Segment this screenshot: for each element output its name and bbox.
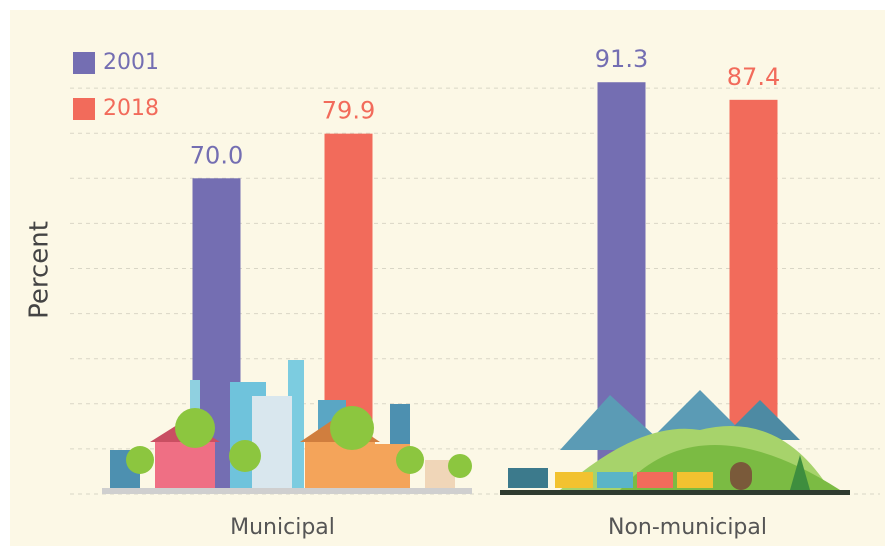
legend-label: 2018 [103,96,159,121]
legend-label: 2001 [103,50,159,75]
y-axis-label: Percent [25,221,55,319]
x-tick-label: Non-municipal [608,515,767,540]
value-label: 79.9 [322,97,375,125]
value-label: 87.4 [727,63,780,91]
x-tick-label: Municipal [230,515,335,540]
chart: Percent 2001 2018 Municipal 70.0 79.9 Non-mun… [0,0,894,557]
value-label: 91.3 [595,45,648,73]
value-label: 70.0 [190,141,243,169]
legend-swatch [73,98,95,120]
legend-swatch [73,52,95,74]
